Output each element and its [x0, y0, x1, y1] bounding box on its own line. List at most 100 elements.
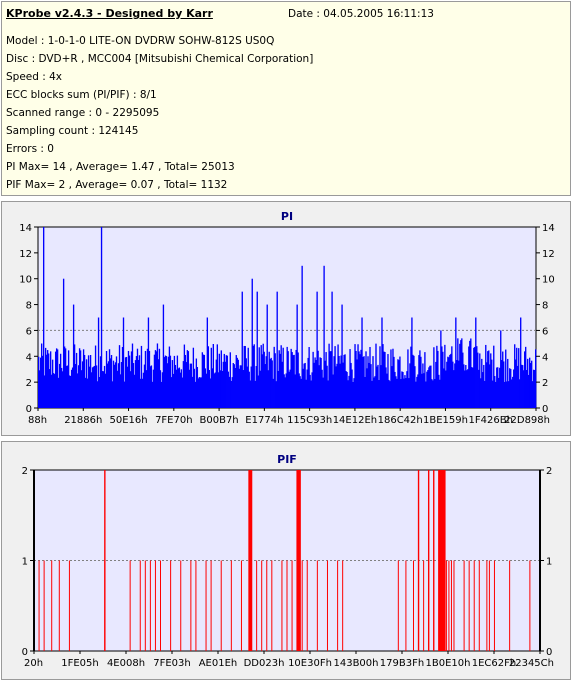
pi-bar [121, 346, 124, 408]
pi-bar [109, 358, 112, 408]
y-tick-label-right: 14 [542, 223, 555, 234]
pi-bar [535, 349, 537, 408]
pi-bar [59, 353, 62, 408]
pi-bar [77, 365, 80, 408]
x-tick-label: E1774h [245, 415, 283, 426]
pi-bar [141, 378, 144, 408]
x-tick-label: 21886h [64, 415, 102, 426]
pi-bar [307, 357, 309, 408]
pi-bar [116, 370, 119, 408]
pi-bar [265, 356, 267, 408]
pi-bar [345, 370, 347, 408]
pi-bar [239, 365, 241, 408]
pi-bar [395, 376, 397, 408]
pi-bar [221, 371, 223, 408]
pi-bar [516, 347, 518, 408]
pi-bar [442, 351, 444, 408]
pi-bar [117, 363, 120, 408]
pi-bar [358, 351, 360, 408]
pi-bar [338, 355, 340, 408]
pi-bar [317, 350, 319, 408]
pi-bar [495, 381, 497, 408]
pi-bar [446, 361, 448, 408]
pi-bar [523, 370, 525, 408]
pi-bar [155, 351, 158, 408]
pi-bar [187, 351, 190, 408]
pi-bar [441, 346, 443, 408]
pi-bar [91, 367, 94, 408]
pi-bar [381, 317, 383, 408]
y-tick-label-right: 0 [542, 404, 548, 415]
pi-bar [503, 361, 505, 408]
x-tick-label: DD023h [244, 658, 285, 669]
pi-bar [74, 364, 77, 408]
pi-bar [71, 367, 74, 408]
pi-bar [401, 371, 403, 408]
pi-bar [532, 381, 534, 408]
pi-bar [118, 345, 121, 408]
pi-bar [411, 317, 413, 408]
info-disc: Disc : DVD+R , MCC004 [Mitsubishi Chemic… [6, 53, 314, 65]
pi-bar [464, 370, 466, 408]
pi-bar [103, 365, 106, 408]
pi-bar [344, 354, 346, 408]
pi-bar [305, 379, 307, 408]
pi-bar [349, 349, 351, 408]
pi-bar [113, 364, 116, 408]
pi-bar [513, 369, 515, 408]
pi-bar [97, 317, 100, 408]
pi-bar [279, 353, 281, 408]
pi-bar [489, 364, 491, 408]
pi-bar [168, 346, 171, 408]
pi-bar [410, 346, 412, 408]
pi-bar [274, 353, 276, 408]
pi-bar [140, 345, 143, 408]
pi-bar [459, 343, 461, 408]
pi-bar [352, 381, 354, 408]
pi-bar [122, 317, 125, 408]
pi-bar [405, 378, 407, 408]
pi-bar [235, 355, 237, 408]
pi-bar [393, 356, 395, 408]
pi-bar [145, 370, 148, 408]
pi-bar [463, 364, 465, 408]
pi-bar [365, 351, 367, 408]
pi-bar [50, 374, 53, 408]
pi-bar [153, 354, 156, 408]
pi-bar [275, 381, 277, 408]
pi-bar [106, 363, 109, 408]
pi-bar [291, 352, 293, 408]
pi-bar [61, 371, 64, 408]
pi-bar [483, 364, 485, 408]
pi-bar [390, 349, 392, 408]
pi-bar [38, 356, 40, 408]
pi-bar [426, 371, 428, 408]
x-tick-label: 186C42h [378, 415, 423, 426]
pi-bar [83, 354, 86, 408]
chart-title: PI [281, 210, 293, 223]
pi-bar [361, 317, 363, 408]
pi-bar [326, 365, 328, 408]
pi-chart-panel: PI 0 0 2 2 4 4 6 6 8 8 10 10 12 12 14 14 88h 21886h 50E16h 7… [1, 201, 571, 436]
pi-bar [337, 344, 339, 408]
pi-bar [462, 352, 464, 408]
pi-bar [424, 352, 426, 408]
pi-bar [94, 345, 97, 408]
y-tick-label-left: 4 [26, 352, 32, 363]
pi-bar [266, 304, 268, 408]
pi-bar [184, 354, 187, 408]
pi-bar [387, 354, 389, 408]
pi-bar [111, 381, 114, 408]
pi-bar [504, 381, 506, 408]
pi-bar [396, 378, 398, 408]
pi-bar [417, 374, 419, 408]
pi-bar [56, 349, 59, 408]
pi-bar [204, 368, 207, 408]
pi-bar [292, 355, 294, 408]
pi-bar [341, 304, 343, 408]
pi-bar [313, 362, 315, 408]
pi-bar [370, 364, 372, 408]
pi-bar [258, 347, 260, 408]
pi-bar [389, 381, 391, 408]
pi-bar [438, 374, 440, 408]
